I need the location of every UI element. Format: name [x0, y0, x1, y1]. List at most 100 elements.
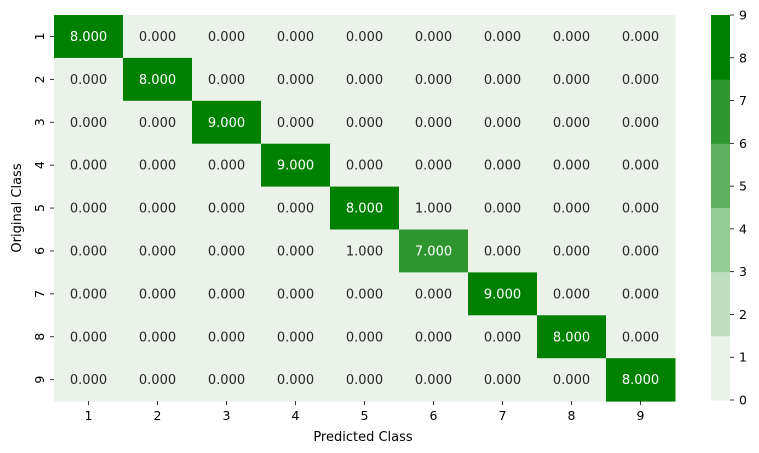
heatmap-cell: [537, 315, 607, 359]
heatmap-cell: [537, 229, 607, 273]
colorbar-tick-label: 3: [739, 264, 747, 279]
cell-value-label: 0.000: [622, 202, 659, 217]
cell-value-label: 0.000: [208, 159, 245, 174]
heatmap-cell: [330, 229, 400, 273]
heatmap-cell: [123, 143, 193, 188]
x-axis-title: Predicted Class: [313, 430, 413, 445]
heatmap-cell: [399, 143, 469, 188]
heatmap-cell: [330, 100, 400, 145]
y-tick-label: 7: [32, 290, 47, 298]
cell-value-label: 8.000: [139, 73, 176, 88]
heatmap-cell: [399, 57, 469, 102]
cell-value-label: 0.000: [346, 116, 383, 131]
cell-value-label: 0.000: [484, 73, 521, 88]
cell-value-label: 0.000: [622, 287, 659, 302]
heatmap-cell: [537, 15, 607, 59]
cell-value-label: 0.000: [346, 373, 383, 388]
heatmap-cell: [123, 186, 193, 230]
cell-value-label: 0.000: [484, 30, 521, 45]
colorbar-segment: [711, 335, 730, 401]
heatmap-cell: [192, 229, 262, 273]
cell-value-label: 0.000: [553, 202, 590, 217]
heatmap-cell: [606, 143, 676, 188]
x-axis-ticks: 1 2 3 4 5 6 7 8 9: [85, 401, 645, 423]
x-tick-label: 7: [499, 408, 507, 423]
cell-value-label: 0.000: [553, 159, 590, 174]
heatmap-cell: [261, 100, 331, 145]
cell-value-label: 0.000: [553, 30, 590, 45]
y-tick-label: 9: [32, 376, 47, 384]
cell-value-label: 0.000: [484, 202, 521, 217]
x-tick-label: 2: [154, 408, 162, 423]
x-tick-label: 1: [85, 408, 93, 423]
heatmap-cell: [192, 15, 262, 59]
cell-value-label: 0.000: [415, 287, 452, 302]
cell-value-label: 0.000: [622, 116, 659, 131]
heatmap-cell: [468, 186, 538, 230]
colorbar-segment: [711, 207, 730, 273]
heatmap-cell: [192, 186, 262, 230]
cell-value-label: 0.000: [415, 116, 452, 131]
cell-value-label: 0.000: [139, 159, 176, 174]
heatmap-cell: [54, 229, 124, 273]
heatmap-cell: [330, 358, 400, 402]
heatmap-cell: [123, 100, 193, 145]
cell-value-label: 0.000: [622, 159, 659, 174]
cell-value-label: 0.000: [70, 244, 107, 259]
cell-value-label: 0.000: [553, 116, 590, 131]
cell-value-label: 0.000: [346, 73, 383, 88]
y-tick-label: 2: [32, 75, 47, 83]
heatmap-cell: [261, 143, 331, 188]
cell-value-label: 0.000: [208, 30, 245, 45]
heatmap-cell: [468, 57, 538, 102]
cell-value-label: 0.000: [277, 287, 314, 302]
heatmap-cell: [54, 358, 124, 402]
cell-value-label: 0.000: [277, 330, 314, 345]
y-axis-ticks: 1 2 3 4 5 6 7 8 9: [32, 32, 54, 384]
heatmap-cell: [192, 315, 262, 359]
cell-value-label: 0.000: [346, 30, 383, 45]
y-tick-label: 1: [32, 32, 47, 40]
heatmap-cell: [537, 272, 607, 316]
cell-value-label: 0.000: [553, 287, 590, 302]
heatmap-cell: [537, 57, 607, 102]
x-tick-label: 4: [292, 408, 300, 423]
cell-value-label: 0.000: [484, 244, 521, 259]
colorbar-tick-label: 5: [739, 179, 747, 194]
x-tick-label: 9: [637, 408, 645, 423]
heatmap-cell: [54, 143, 124, 188]
cell-value-label: 8.000: [70, 30, 107, 45]
cell-value-label: 0.000: [139, 244, 176, 259]
heatmap-cell: [261, 229, 331, 273]
heatmap-cell: [399, 229, 469, 273]
heatmap-cell: [468, 15, 538, 59]
heatmap-cell: [261, 186, 331, 230]
cell-value-label: 0.000: [208, 73, 245, 88]
heatmap-cell: [468, 229, 538, 273]
heatmap-cell: [330, 15, 400, 59]
colorbar-segment: [711, 143, 730, 208]
cell-value-label: 9.000: [208, 116, 245, 131]
cell-value-label: 0.000: [346, 159, 383, 174]
y-tick-label: 8: [32, 333, 47, 341]
heatmap-cell: [606, 229, 676, 273]
heatmap-cell: [123, 358, 193, 402]
colorbar-tick-label: 8: [739, 50, 747, 65]
cell-value-label: 0.000: [622, 73, 659, 88]
heatmap-cells: 8.000 0.000 0.000 0.000 0.000 0.000 0.000 0.000…: [54, 15, 676, 402]
x-tick-label: 8: [568, 408, 576, 423]
cell-value-label: 0.000: [553, 373, 590, 388]
cell-value-label: 0.000: [70, 159, 107, 174]
heatmap-cell: [399, 15, 469, 59]
colorbar-tick-label: 4: [739, 221, 747, 236]
cell-value-label: 0.000: [346, 330, 383, 345]
cell-value-label: 0.000: [277, 202, 314, 217]
cell-value-label: 0.000: [277, 73, 314, 88]
y-tick-label: 3: [32, 118, 47, 126]
cell-value-label: 0.000: [622, 244, 659, 259]
colorbar-tick-label: 9: [739, 8, 747, 23]
heatmap-cell: [399, 315, 469, 359]
heatmap-cell: [192, 57, 262, 102]
cell-value-label: 9.000: [277, 159, 314, 174]
colorbar-tick-label: 0: [739, 393, 747, 408]
